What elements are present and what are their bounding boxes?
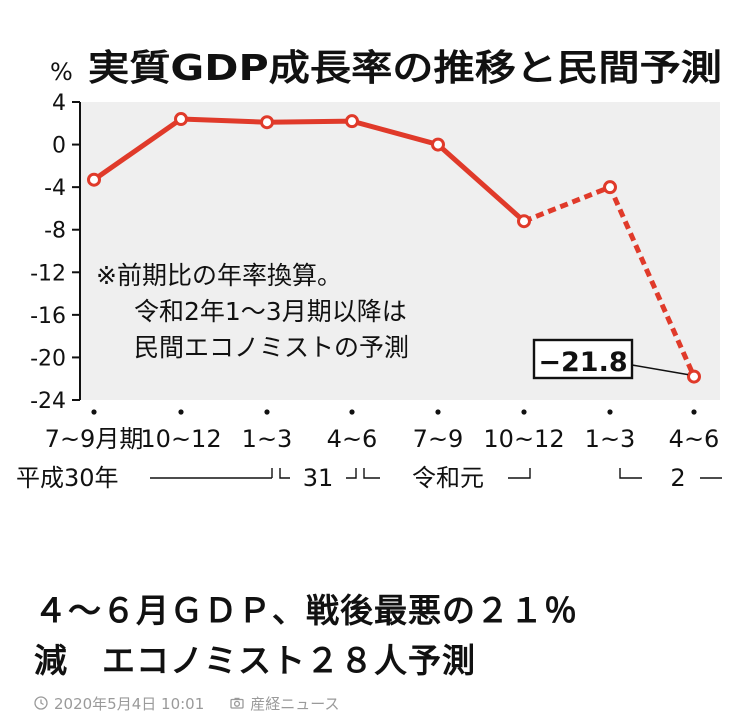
callout: −21.8	[532, 338, 689, 380]
y-tick-label: 4	[52, 91, 66, 116]
camera-icon	[230, 697, 244, 709]
era-bracket	[346, 468, 357, 479]
x-tick-dot	[607, 409, 613, 415]
x-tick-dot	[349, 409, 355, 415]
x-tick-label: 4~6	[669, 425, 720, 453]
note-line: 民間エコノミストの予測	[134, 333, 409, 362]
data-point	[345, 114, 359, 129]
series-line	[87, 112, 701, 384]
y-tick-label: -24	[30, 389, 66, 414]
data-point	[431, 137, 445, 152]
data-point	[174, 112, 188, 127]
era-bracket	[279, 468, 290, 479]
era-label: 2	[670, 464, 685, 492]
data-point	[260, 115, 274, 130]
note-line: ※前期比の年率換算。	[96, 261, 342, 290]
data-point	[603, 180, 617, 195]
callout-value: −21.8	[538, 347, 627, 378]
article-meta: 2020年5月4日 10:01 産経ニュース	[34, 692, 340, 714]
x-tick-label: 1~3	[242, 425, 293, 453]
era-label: 平成30年	[16, 464, 119, 492]
x-tick-label: 1~3	[585, 425, 636, 453]
note-line: 令和2年1～3月期以降は	[134, 297, 407, 326]
x-tick-dot	[521, 409, 527, 415]
y-axis-unit: %	[50, 58, 73, 86]
data-point	[87, 172, 101, 187]
article-headline[interactable]: ４～６月ＧＤＰ、戦後最悪の２１％ 減 エコノミスト２８人予測	[34, 586, 734, 686]
era-bracket	[508, 468, 531, 479]
era-bracket	[619, 468, 642, 479]
y-tick-label: -12	[30, 261, 66, 286]
y-tick-label: -20	[30, 346, 66, 371]
data-point	[687, 369, 701, 384]
y-tick-label: -16	[30, 304, 66, 329]
headline-line-2: 減 エコノミスト２８人予測	[34, 641, 476, 680]
clock-icon	[34, 696, 48, 710]
series-line-actual	[92, 116, 526, 224]
article-date: 2020年5月4日 10:01	[54, 694, 205, 713]
x-tick-label: 10~12	[140, 425, 221, 453]
x-tick-label: 10~12	[483, 425, 564, 453]
era-label: 令和元	[412, 464, 484, 492]
x-tick-dot	[691, 409, 697, 415]
x-tick-dot	[178, 409, 184, 415]
data-point	[517, 214, 531, 229]
y-axis-ticks: 4 0 -4 -8 -12 -16 -20 -24	[30, 91, 80, 414]
x-tick-dot	[435, 409, 441, 415]
headline-line-1: ４～６月ＧＤＰ、戦後最悪の２１％	[34, 591, 578, 630]
chart-svg: 実質GDP成長率の推移と民間予測 % 4 0 -4 -8 -12 -16 -20 -24 7~…	[16, 48, 722, 492]
x-tick-dot	[91, 409, 97, 415]
article-source[interactable]: 産経ニュース	[250, 694, 340, 713]
era-bracket	[363, 468, 380, 479]
y-tick-label: -4	[44, 176, 66, 201]
callout-box	[532, 338, 634, 380]
x-tick-label: 7~9月期	[45, 425, 144, 453]
x-tick-label: 4~6	[327, 425, 378, 453]
era-label: 31	[303, 464, 334, 492]
gdp-chart: 実質GDP成長率の推移と民間予測 % 4 0 -4 -8 -12 -16 -20 -24 7~…	[16, 48, 722, 492]
y-tick-label: 0	[52, 134, 66, 159]
callout-leader	[631, 364, 689, 376]
era-bracket	[150, 468, 273, 479]
y-tick-label: -8	[44, 219, 66, 244]
x-tick-dot	[264, 409, 270, 415]
x-tick-label: 7~9	[413, 425, 464, 453]
chart-title: 実質GDP成長率の推移と民間予測	[88, 48, 722, 89]
